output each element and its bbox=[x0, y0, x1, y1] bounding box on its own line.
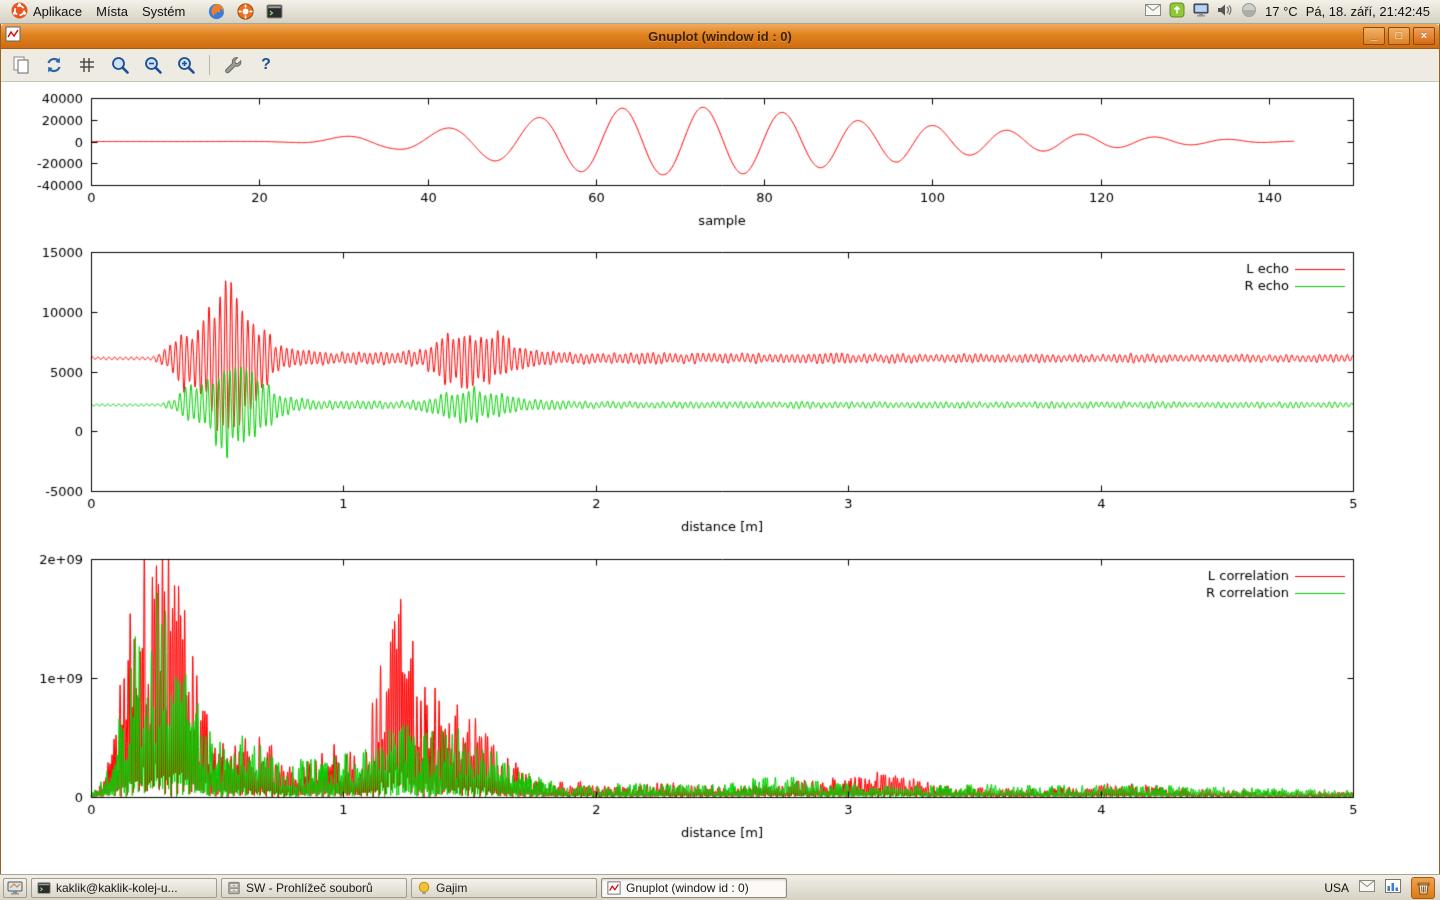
taskbar-window-gajim[interactable]: Gajim bbox=[411, 877, 597, 898]
show-desktop-button[interactable] bbox=[3, 877, 27, 898]
toggle-grid-button[interactable] bbox=[75, 53, 99, 77]
titlebar[interactable]: Gnuplot (window id : 0) _ □ × bbox=[1, 24, 1439, 49]
taskbar-window-gnuplot[interactable]: Gnuplot (window id : 0) bbox=[601, 877, 787, 898]
copy-icon bbox=[13, 56, 29, 74]
terminal-icon bbox=[37, 881, 51, 894]
panel-launchers bbox=[204, 2, 287, 21]
show-desktop-icon bbox=[7, 881, 23, 895]
menu-places[interactable]: Místa bbox=[89, 2, 135, 21]
zoom-previous-button[interactable] bbox=[141, 53, 165, 77]
taskbar-window-label: Gajim bbox=[436, 880, 468, 895]
minimize-button[interactable]: _ bbox=[1363, 27, 1385, 45]
system-tray: 17 °C Pá, 18. září, 21:42:45 bbox=[1145, 2, 1436, 21]
firefox-icon[interactable] bbox=[204, 2, 229, 21]
taskbar-right: USA bbox=[1324, 876, 1437, 899]
gnuplot-toolbar: ? bbox=[1, 49, 1439, 82]
taskbar-window-file-manager[interactable]: SW - Prohlížeč souborů bbox=[221, 877, 407, 898]
zoom-in-icon bbox=[178, 57, 195, 74]
display-icon[interactable] bbox=[1193, 3, 1209, 21]
ubuntu-logo-icon bbox=[11, 2, 28, 22]
top-panel: Aplikace Místa Systém 17 ° bbox=[0, 0, 1440, 24]
replot-button[interactable] bbox=[42, 53, 66, 77]
correlation-plot-canvas[interactable] bbox=[1, 547, 1439, 870]
window-title: Gnuplot (window id : 0) bbox=[648, 28, 792, 44]
gnuplot-window-icon bbox=[5, 26, 21, 47]
wrench-icon bbox=[225, 57, 242, 74]
grid-icon bbox=[80, 58, 94, 72]
zoom-default-button[interactable] bbox=[108, 53, 132, 77]
update-icon[interactable] bbox=[1169, 2, 1185, 21]
gajim-icon bbox=[418, 881, 430, 894]
plot-area bbox=[1, 82, 1439, 876]
gnuplot-window: Gnuplot (window id : 0) _ □ × bbox=[0, 24, 1440, 876]
taskbar-window-terminal[interactable]: kaklik@kaklik-kolej-u... bbox=[31, 877, 217, 898]
taskbar-window-label: Gnuplot (window id : 0) bbox=[626, 880, 749, 895]
zoom-out-icon bbox=[145, 57, 162, 74]
mail-icon[interactable] bbox=[1359, 880, 1375, 895]
configure-button[interactable] bbox=[221, 53, 245, 77]
zoom-icon bbox=[112, 57, 129, 74]
window-controls: _ □ × bbox=[1363, 27, 1435, 45]
menu-label: Aplikace bbox=[33, 4, 83, 19]
taskbar: kaklik@kaklik-kolej-u... SW - Prohlížeč … bbox=[0, 874, 1440, 900]
mail-icon[interactable] bbox=[1145, 4, 1162, 19]
menu-applications[interactable]: Aplikace bbox=[4, 0, 89, 24]
echo-plot-canvas[interactable] bbox=[1, 237, 1439, 547]
menu-system[interactable]: Systém bbox=[135, 2, 192, 21]
clock[interactable]: Pá, 18. září, 21:42:45 bbox=[1305, 4, 1430, 19]
copy-to-clipboard-button[interactable] bbox=[9, 53, 33, 77]
gnuplot-icon bbox=[607, 880, 621, 895]
menu-label: Systém bbox=[141, 4, 186, 19]
system-monitor-icon[interactable] bbox=[1385, 879, 1401, 896]
taskbar-window-label: SW - Prohlížeč souborů bbox=[246, 880, 373, 895]
menu-label: Místa bbox=[96, 4, 128, 19]
maximize-button[interactable]: □ bbox=[1388, 27, 1410, 45]
replot-icon bbox=[47, 57, 61, 73]
keyboard-layout-indicator[interactable]: USA bbox=[1324, 880, 1349, 895]
trash-icon[interactable] bbox=[1411, 876, 1435, 899]
toolbar-separator bbox=[209, 55, 210, 75]
taskbar-window-label: kaklik@kaklik-kolej-u... bbox=[56, 880, 178, 895]
zoom-next-button[interactable] bbox=[174, 53, 198, 77]
help-button[interactable]: ? bbox=[254, 53, 278, 77]
file-manager-icon bbox=[228, 881, 240, 894]
close-button[interactable]: × bbox=[1413, 27, 1435, 45]
help-icon[interactable] bbox=[233, 2, 258, 21]
volume-icon[interactable] bbox=[1217, 3, 1233, 20]
waveform-plot-canvas[interactable] bbox=[1, 82, 1439, 237]
weather-icon[interactable] bbox=[1241, 2, 1257, 21]
temperature-indicator[interactable]: 17 °C bbox=[1265, 4, 1298, 19]
help-question-icon: ? bbox=[261, 56, 271, 73]
terminal-icon[interactable] bbox=[262, 2, 287, 21]
